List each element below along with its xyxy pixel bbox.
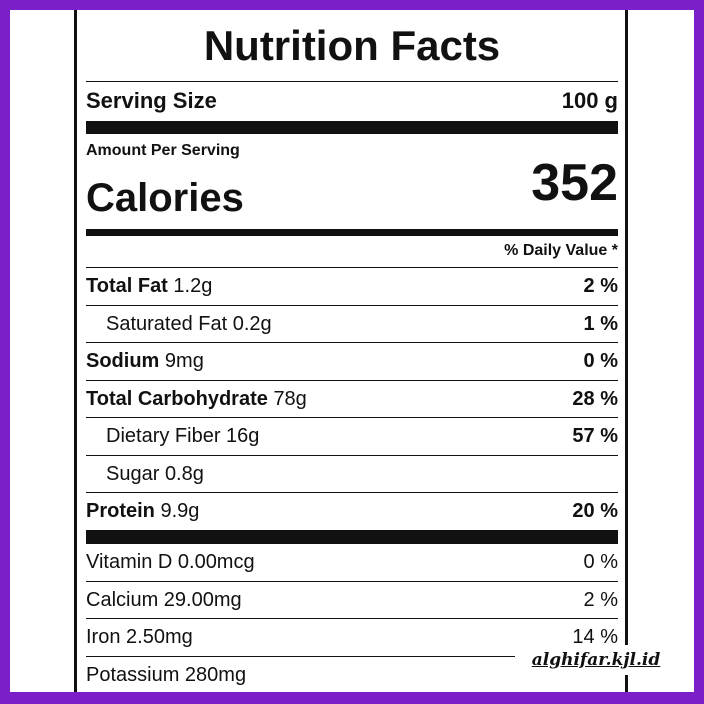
thick-divider	[86, 121, 618, 134]
nutrient: Protein 9.9g	[86, 500, 199, 523]
nutrient-dv: 57 %	[572, 425, 618, 448]
vitamin-row: Iron 2.50mg 14 %	[86, 619, 618, 657]
divider	[86, 342, 618, 343]
vitamin-name: Calcium 29.00mg	[86, 588, 242, 611]
nutrient-row: Protein 9.9g 20 %	[86, 493, 618, 531]
watermark: alghifar.kjl.id	[515, 645, 677, 675]
title: Nutrition Facts	[203, 22, 501, 69]
nutrient-dv: 1 %	[583, 312, 618, 335]
border-left	[74, 10, 77, 692]
dv-header: % Daily Value *	[504, 242, 618, 259]
nutrient-row: Sugar 0.8g	[86, 456, 618, 494]
nutrient-row: Dietary Fiber 16g 57 %	[86, 418, 618, 456]
thick-divider	[86, 530, 618, 544]
vitamin-name: Vitamin D 0.00mcg	[86, 551, 255, 574]
amount-row: Amount Per Serving	[86, 140, 618, 162]
vitamin-dv: 0 %	[583, 551, 618, 574]
divider	[86, 454, 618, 456]
nutrient-amount: 1.2g	[173, 275, 213, 298]
nutrient-amount: 0.8g	[164, 462, 204, 485]
divider	[86, 267, 618, 268]
nutrient: Total Carbohydrate 78g	[86, 388, 307, 411]
divider	[86, 417, 618, 418]
divider	[86, 379, 618, 381]
nutrient-name: Sugar	[106, 462, 160, 485]
calories-row: Calories 352	[86, 154, 618, 224]
nutrient: Dietary Fiber 16g	[86, 425, 259, 448]
calories-value: 352	[531, 154, 618, 212]
nutrient-row: Sodium 9mg 0 %	[86, 343, 618, 381]
nutrient-name: Saturated Fat	[106, 312, 228, 335]
nutrient-amount: 9.9g	[160, 500, 200, 523]
nutrient-row: Saturated Fat 0.2g 1 %	[86, 306, 618, 344]
vitamin-dv: 14 %	[572, 626, 618, 649]
divider	[86, 655, 618, 657]
nutrient-amount: 78g	[273, 387, 307, 410]
nutrient-dv: 20 %	[572, 500, 618, 523]
vitamin-row: Potassium 280mg	[86, 657, 618, 693]
nutrient-name: Total Carbohydrate	[86, 387, 268, 410]
nutrient-dv: 2 %	[583, 275, 618, 298]
border-right	[625, 10, 628, 692]
nutrient-name: Total Fat	[86, 275, 168, 298]
nutrient-name: Sodium	[86, 350, 160, 373]
nutrient: Saturated Fat 0.2g	[86, 313, 272, 336]
nutrient-name: Dietary Fiber	[106, 425, 221, 448]
nutrient: Sodium 9mg	[86, 350, 204, 373]
serving-label: Serving Size	[86, 88, 217, 113]
nutrient-name: Protein	[86, 500, 155, 523]
nutrient-amount: 0.2g	[232, 312, 272, 335]
divider	[86, 304, 618, 306]
dv-header-row: % Daily Value *	[86, 240, 618, 262]
serving-row: Serving Size 100 g	[86, 86, 618, 116]
vitamin-row: Vitamin D 0.00mcg 0 %	[86, 544, 618, 582]
divider	[86, 81, 618, 82]
nutrient: Sugar 0.8g	[86, 463, 204, 486]
vitamin-name: Potassium 280mg	[86, 663, 247, 686]
divider	[86, 492, 618, 493]
calories-label: Calories	[86, 175, 244, 220]
nutrient-amount: 9mg	[164, 350, 204, 373]
nutrient: Total Fat 1.2g	[86, 275, 212, 298]
nutrient-row: Total Fat 1.2g 2 %	[86, 268, 618, 306]
vitamin-row: Calcium 29.00mg 2 %	[86, 582, 618, 620]
divider	[86, 580, 618, 582]
amount-per-serving: Amount Per Serving	[86, 142, 240, 159]
divider	[86, 618, 618, 619]
serving-value: 100 g	[561, 88, 618, 113]
nutrient-dv: 0 %	[583, 350, 618, 373]
nutrient-amount: 16g	[226, 425, 260, 448]
vitamin-name: Iron 2.50mg	[86, 626, 193, 649]
label: Nutrition Facts Serving Size 100 g Amoun…	[10, 10, 694, 692]
thick-divider	[86, 229, 618, 236]
nutrient-row: Total Carbohydrate 78g 28 %	[86, 381, 618, 419]
nutrient-dv: 28 %	[572, 387, 618, 410]
vitamin-dv: 2 %	[583, 588, 618, 611]
